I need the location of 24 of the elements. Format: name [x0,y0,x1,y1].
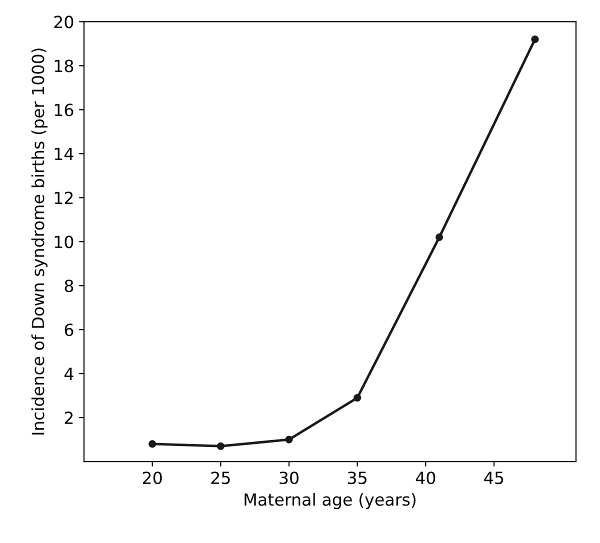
y-axis-title: Incidence of Down syndrome births (per 1000) [31,48,48,434]
point [216,442,224,450]
x-tick-label: 25 [211,472,230,484]
point [354,394,362,402]
x-tick-label: 30 [280,472,298,484]
point [285,436,293,444]
y-tick-label: 16 [54,104,74,116]
x-tick-label: 40 [416,472,436,484]
y-tick-label: 10 [54,236,74,248]
point [436,233,444,242]
x-tick-label: 20 [142,472,162,484]
y-tick-label: 2 [64,412,73,424]
y-tick-label: 8 [64,280,74,292]
y-tick-label: 20 [54,16,74,28]
y-tick-label: 14 [54,148,74,160]
y-tick-label: 6 [64,324,74,336]
y-tick-label: 4 [64,368,74,380]
point [531,35,539,44]
x-tick-label: 45 [484,472,504,484]
point [148,440,156,448]
y-tick-label: 18 [54,60,74,72]
y-tick-label: 12 [54,192,73,204]
x-axis-title: Maternal age (years) [244,492,416,510]
x-tick-label: 35 [348,472,366,484]
